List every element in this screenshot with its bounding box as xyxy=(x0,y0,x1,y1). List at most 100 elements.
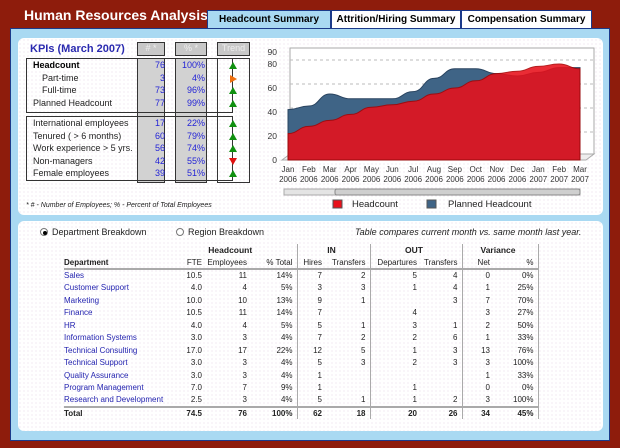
table-row: Sales 10.5 11 14% 7 2 5 4 0 0% xyxy=(64,269,539,282)
trend-up-icon xyxy=(229,145,237,152)
cell: 22% xyxy=(251,344,298,357)
cell xyxy=(326,381,371,394)
compare-note: Table compares current month vs. same mo… xyxy=(355,227,582,237)
x-tick-label: Aug 2006 xyxy=(425,165,443,184)
cell: 4 xyxy=(242,283,247,293)
cell: 3 xyxy=(242,333,247,343)
column-header: Transfers xyxy=(421,256,463,270)
kpi-num: 60 xyxy=(154,130,165,141)
tab-headcount-summary[interactable]: Headcount Summary xyxy=(207,10,331,29)
department-link[interactable]: Technical Support xyxy=(64,358,128,368)
cell: 100% xyxy=(494,356,539,369)
department-link[interactable]: Program Management xyxy=(64,383,144,393)
total-cell: 34 xyxy=(462,405,494,419)
group-variance: Variance xyxy=(462,244,539,257)
department-link[interactable]: Research and Development xyxy=(64,395,164,405)
department-link[interactable]: Customer Support xyxy=(64,283,129,293)
cell: 7.0 xyxy=(190,383,202,393)
cell: 2 xyxy=(412,333,417,343)
total-cell: 76 xyxy=(206,405,251,419)
cell: 33% xyxy=(494,369,539,382)
total-cell: 26 xyxy=(421,405,463,419)
tab-compensation-summary[interactable]: Compensation Summary xyxy=(461,10,592,29)
trend-down-icon xyxy=(229,157,237,165)
cell: 7 xyxy=(242,383,247,393)
cell: 27% xyxy=(494,306,539,319)
x-tick-label: Feb 2006 xyxy=(300,165,318,184)
column-header: Departures xyxy=(370,256,421,270)
table-row: Research and Development 2.5 3 4% 5 1 1 2 3 100% xyxy=(64,394,539,407)
cell: 50% xyxy=(494,319,539,332)
trend-up-icon xyxy=(229,132,237,140)
tab-attrition-hiring-summary[interactable]: Attrition/Hiring Summary xyxy=(331,10,461,29)
cell: 3 xyxy=(242,395,247,405)
cell: 4 xyxy=(421,269,463,282)
x-tick-label: Apr 2006 xyxy=(342,165,360,184)
kpi-label: Work experience > 5 yrs. xyxy=(33,143,133,153)
cell: 4.0 xyxy=(190,283,202,293)
trend-flat-icon xyxy=(230,74,237,83)
cell: 2 xyxy=(326,269,371,282)
cell: 0% xyxy=(494,381,539,394)
y-tick-label: 80 xyxy=(268,59,278,69)
cell: 1 xyxy=(421,319,463,332)
x-tick-label: Mar 2006 xyxy=(321,165,339,184)
cell: 5% xyxy=(251,281,298,294)
department-link[interactable]: Marketing xyxy=(64,295,100,305)
cell: 5 xyxy=(317,395,322,405)
cell: 3.0 xyxy=(190,333,202,343)
x-tick-label: Nov 2006 xyxy=(488,165,506,184)
x-tick-label: Jul 2006 xyxy=(404,165,422,184)
x-tick-label: Mar 2007 xyxy=(571,165,589,184)
department-link[interactable]: Information Systems xyxy=(64,333,137,343)
y-tick-label: 0 xyxy=(272,155,277,165)
cell xyxy=(326,306,371,319)
cell: 10.0 xyxy=(186,295,202,305)
cell: 0 xyxy=(485,271,490,281)
cell: 7 xyxy=(485,295,490,305)
kpi-pct: 22% xyxy=(186,118,205,128)
kpi-num: 56 xyxy=(154,143,165,153)
kpi-col-trend xyxy=(217,58,250,183)
cell: 3 xyxy=(485,395,490,405)
kpi-num: 17 xyxy=(154,118,165,128)
cell xyxy=(370,294,421,307)
kpi-footnote: * # - Number of Employees; % - Percent o… xyxy=(26,202,212,209)
kpi-pct: 51% xyxy=(186,168,205,178)
department-link[interactable]: Sales xyxy=(64,271,85,281)
table-row: Technical Consulting 17.0 17 22% 12 5 1 3 13 76% xyxy=(64,344,539,357)
cell: 14% xyxy=(251,269,298,282)
region-breakdown-radio[interactable]: Region Breakdown xyxy=(176,227,264,237)
cell: 3 xyxy=(421,344,463,357)
kpi-group-headcount xyxy=(26,58,233,113)
department-link[interactable]: Quality Assurance xyxy=(64,370,129,380)
legend-label: Planned Headcount xyxy=(448,199,532,210)
kpi-num: 76 xyxy=(154,60,165,70)
cell: 4 xyxy=(412,308,417,318)
cell: 7 xyxy=(317,271,322,281)
department-link[interactable]: Finance xyxy=(64,308,93,318)
total-cell: 18 xyxy=(326,405,371,419)
cell: 6 xyxy=(421,331,463,344)
table-row: Information Systems 3.0 3 4% 7 2 2 6 1 33% xyxy=(64,331,539,344)
department-link[interactable]: HR xyxy=(64,320,76,330)
column-header: Net xyxy=(462,256,494,270)
cell: 4% xyxy=(251,356,298,369)
y-tick-label: 20 xyxy=(268,131,278,141)
kpi-pct: 99% xyxy=(186,97,205,108)
x-tick-label: Jun 2006 xyxy=(383,165,401,184)
kpi-num: 77 xyxy=(154,97,165,108)
column-header: % Total xyxy=(251,256,298,270)
department-breakdown-radio[interactable]: Department Breakdown xyxy=(40,227,147,237)
total-cell: 45% xyxy=(494,405,539,419)
cell: 1 xyxy=(326,319,371,332)
x-tick-label: Oct 2006 xyxy=(467,165,485,184)
kpi-label: Female employees xyxy=(33,168,110,178)
cell: 3.0 xyxy=(190,358,202,368)
table-row: HR 4.0 4 5% 5 1 3 1 2 50% xyxy=(64,319,539,332)
x-tick-label: Jan 2006 xyxy=(279,165,297,184)
cell: 17 xyxy=(238,345,247,355)
department-link[interactable]: Technical Consulting xyxy=(64,345,138,355)
chart-scrollbar-thumb[interactable] xyxy=(334,188,581,196)
